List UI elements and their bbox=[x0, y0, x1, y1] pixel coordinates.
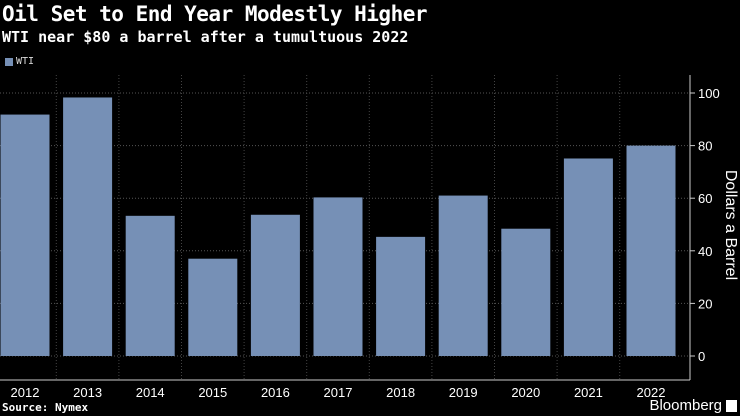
bar-2014 bbox=[125, 215, 175, 356]
bar-2017 bbox=[313, 197, 363, 356]
y-tick-label: 20 bbox=[698, 296, 712, 311]
x-tick-label: 2020 bbox=[511, 385, 540, 400]
x-tick-label: 2021 bbox=[574, 385, 603, 400]
legend-swatch bbox=[5, 57, 13, 66]
chart-subtitle: WTI near $80 a barrel after a tumultuous… bbox=[2, 28, 409, 46]
x-tick-label: 2015 bbox=[198, 385, 227, 400]
bar-2022 bbox=[626, 145, 676, 356]
bar-2020 bbox=[501, 228, 551, 356]
y-tick-label: 40 bbox=[698, 244, 712, 259]
bar-2012 bbox=[0, 114, 50, 356]
bar-2015 bbox=[188, 258, 238, 356]
x-tick-label: 2018 bbox=[386, 385, 415, 400]
x-tick-label: 2019 bbox=[449, 385, 478, 400]
y-tick-label: 60 bbox=[698, 191, 712, 206]
x-tick-label: 2012 bbox=[11, 385, 40, 400]
bar-2018 bbox=[376, 236, 426, 356]
bar-2016 bbox=[250, 214, 300, 356]
source-note: Source: Nymex bbox=[2, 401, 89, 414]
legend-label: WTI bbox=[16, 56, 35, 67]
x-tick-label: 2017 bbox=[324, 385, 353, 400]
x-tick-label: 2014 bbox=[136, 385, 165, 400]
bar-2021 bbox=[563, 158, 613, 356]
y-tick-label: 100 bbox=[698, 86, 720, 101]
chart-title: Oil Set to End Year Modestly Higher bbox=[2, 2, 428, 26]
y-axis-label: Dollars a Barrel bbox=[722, 170, 739, 280]
x-tick-label: 2022 bbox=[637, 385, 666, 400]
bar-2013 bbox=[63, 97, 113, 356]
y-tick-label: 80 bbox=[698, 139, 712, 154]
bloomberg-chart-icon bbox=[726, 400, 737, 412]
y-tick-label: 0 bbox=[698, 349, 705, 364]
bloomberg-logo: Bloomberg bbox=[649, 397, 722, 414]
x-tick-label: 2013 bbox=[73, 385, 102, 400]
bar-2019 bbox=[438, 195, 488, 356]
x-tick-label: 2016 bbox=[261, 385, 290, 400]
legend: WTI bbox=[5, 56, 34, 67]
